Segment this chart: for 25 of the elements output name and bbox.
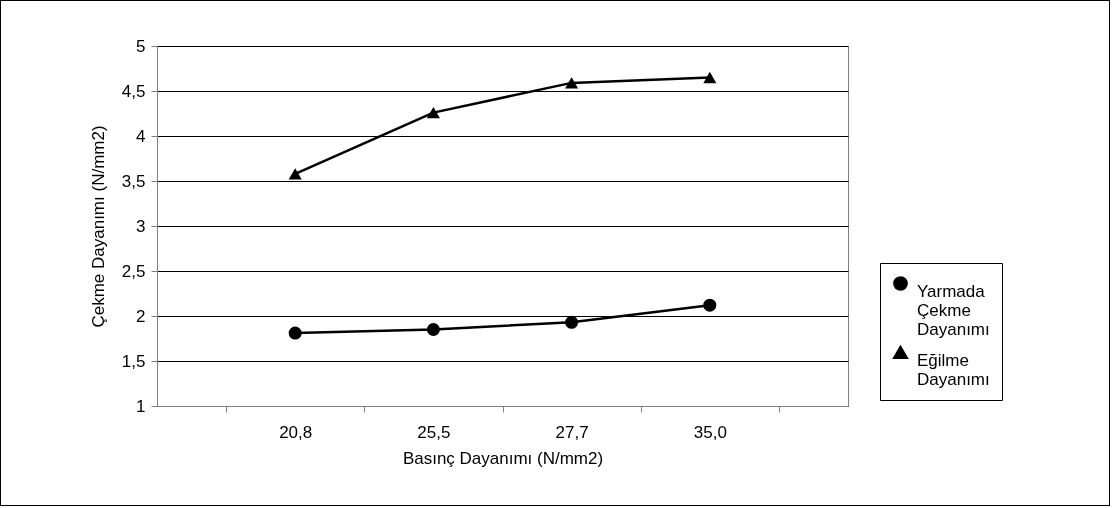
point — [703, 298, 717, 312]
x-tick-label: 20,8 — [279, 422, 313, 442]
point — [565, 77, 579, 89]
legend-label: Eğilme Dayanımı — [917, 350, 990, 389]
point — [426, 106, 440, 119]
point — [703, 71, 717, 84]
y-tick-label: 1,5 — [121, 351, 146, 371]
y-tick-label: 3,5 — [121, 171, 146, 191]
y-tick-label: 4 — [136, 126, 146, 146]
point — [288, 326, 302, 340]
y-tick-label: 4,5 — [121, 81, 146, 101]
x-tick-label: 35,0 — [693, 422, 727, 442]
x-axis-title: Basınç Dayanımı (N/mm2) — [402, 448, 604, 468]
y-tick-label: 2,5 — [121, 261, 146, 281]
point — [288, 168, 302, 180]
legend-label: Yarmada Çekme Dayanımı — [917, 281, 990, 339]
x-tick-label: 27,7 — [555, 422, 589, 442]
y-axis-title: Çekme Dayanımı (N/mm2) — [88, 125, 108, 328]
y-tick-label: 1 — [136, 396, 146, 416]
y-tick-label: 5 — [136, 36, 146, 56]
point — [565, 315, 579, 329]
x-tick-label: 25,5 — [417, 422, 451, 442]
y-tick-label: 3 — [136, 216, 146, 236]
point — [426, 322, 440, 337]
y-tick-label: 2 — [136, 306, 146, 326]
